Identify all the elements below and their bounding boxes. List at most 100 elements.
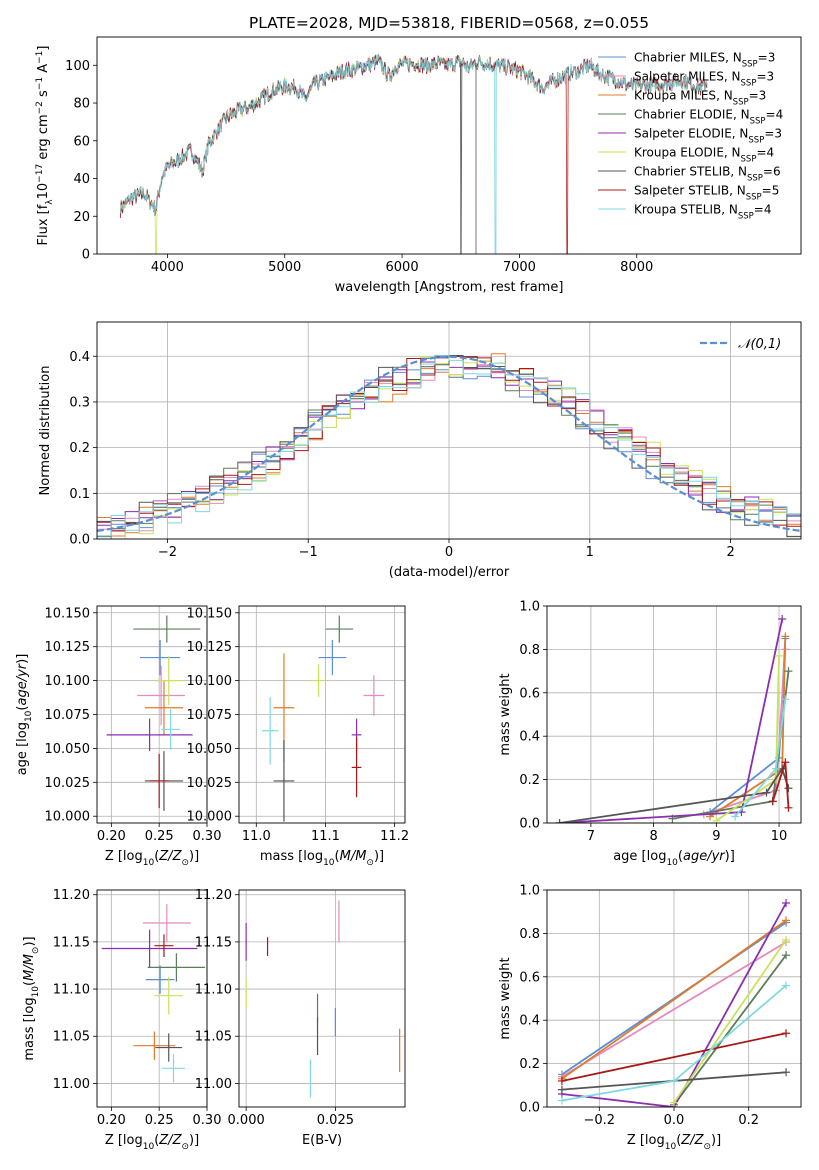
weight-marker — [781, 632, 790, 641]
y-tick-label: 0.4 — [519, 1014, 540, 1029]
y-tick-label: 0.2 — [69, 441, 90, 456]
weight-marker — [771, 764, 780, 773]
legend-sub: SSP — [733, 98, 749, 108]
y-tick-label: 0.3 — [69, 395, 90, 410]
x-tick-label: 8 — [649, 829, 657, 844]
x-tick-label: 10 — [771, 829, 788, 844]
y-tick-label: 40 — [73, 172, 90, 187]
x-tick-label: 0.20 — [97, 829, 126, 844]
y-tick-label: 10.125 — [45, 640, 91, 655]
legend-value: 4 — [767, 146, 775, 160]
legend-name: Kroupa MILES — [634, 89, 716, 103]
y-tick-label: 1.0 — [519, 600, 540, 615]
weight-marker — [781, 758, 790, 767]
label-part: ( — [335, 849, 340, 864]
legend-n: , N — [721, 203, 738, 217]
y-tick-label: 10.050 — [187, 742, 233, 757]
x-tick-label: 7 — [587, 829, 595, 844]
weight-marker — [775, 651, 784, 660]
panel-spectrum: 4000 5000 6000 7000 8000 0 20 40 60 80 100 PLATE=20… — [35, 14, 802, 295]
weight-marker — [782, 951, 791, 960]
weight-marker — [778, 615, 787, 624]
histogram-step — [97, 357, 801, 539]
legend-name: Kroupa STELIB — [634, 203, 721, 217]
x-tick-label: 0.20 — [97, 1113, 126, 1128]
legend-name: Salpeter STELIB — [634, 184, 729, 198]
label-part: ⊙ — [703, 1142, 711, 1152]
weight-marker — [782, 916, 791, 925]
legend-value: 6 — [773, 165, 781, 179]
label-part: ( — [154, 849, 159, 864]
legend-n: , N — [732, 127, 749, 141]
label-part: ⊙ — [181, 858, 189, 868]
legend-n: , N — [724, 146, 741, 160]
legend-sub: SSP — [738, 212, 754, 222]
x-tick-label: 0.25 — [145, 1113, 174, 1128]
axes-frame — [546, 605, 802, 824]
x-axis-label: Z [log10(Z/Z⊙)] — [105, 849, 199, 868]
y-tick-label: 10.125 — [187, 640, 233, 655]
legend-entry: Kroupa STELIB, NSSP=4 — [634, 203, 772, 222]
legend-value: 3 — [768, 51, 776, 65]
label-part: 10 — [36, 183, 51, 200]
legend-name: Chabrier ELODIE — [634, 108, 733, 122]
weight-marker — [784, 803, 793, 812]
x-tick-label: 9 — [712, 829, 720, 844]
y-tick-label: 10.000 — [45, 810, 91, 825]
legend-eq: = — [749, 89, 759, 103]
axes-frame — [238, 605, 406, 824]
legend-entry: Kroupa ELODIE, NSSP=4 — [634, 146, 774, 165]
label-part: −1 — [35, 77, 45, 90]
legend-sub: SSP — [742, 60, 758, 70]
label-part: )] — [15, 654, 30, 664]
legend-n: , N — [730, 165, 747, 179]
label-part: )] — [189, 849, 199, 864]
label-part: ( — [15, 706, 30, 711]
panel-weight-vs-Z: −0.2 0.0 0.2 0.0 0.2 0.4 0.6 0.8 1.0 Z [log10(Z/Z… — [498, 884, 802, 1152]
legend-name: Salpeter MILES — [634, 70, 724, 84]
y-tick-label: 11.10 — [195, 983, 232, 998]
label-part: ( — [676, 1133, 681, 1148]
label-part: ( — [22, 981, 37, 986]
panel-mass-vs-EBV: 0.000 0.025 11.00 11.05 11.10 11.15 11.20 E(B-V… — [195, 888, 406, 1148]
weight-marker — [782, 899, 791, 908]
weight-marker — [555, 819, 564, 823]
weight-marker — [557, 1085, 566, 1094]
x-tick-label: 7000 — [503, 260, 536, 275]
label-part: )] — [189, 1133, 199, 1148]
legend-n: , N — [716, 89, 733, 103]
x-axis-label: age [log10(age/yr)] — [613, 849, 735, 868]
weight-marker — [670, 1076, 678, 1085]
legend-name: Chabrier MILES — [634, 51, 725, 65]
label-part: )] — [725, 849, 735, 864]
y-tick-label: 20 — [73, 210, 90, 225]
label-part: Z/Z — [158, 849, 182, 864]
legend-n: , N — [725, 51, 742, 65]
y-tick-label: 0.6 — [519, 686, 540, 701]
y-axis-label: mass weight — [498, 673, 513, 755]
x-tick-label: 2 — [726, 545, 734, 560]
weight-line — [559, 766, 790, 823]
legend-value: 3 — [774, 127, 782, 141]
y-tick-label: 0.6 — [519, 970, 540, 985]
legend-entry: Chabrier ELODIE, NSSP=4 — [634, 108, 783, 127]
label-part: ( — [678, 849, 683, 864]
legend-value: 3 — [767, 70, 775, 84]
y-tick-label: 0.4 — [69, 350, 90, 365]
legend-entry: Chabrier STELIB, NSSP=6 — [634, 165, 781, 184]
legend-eq: = — [763, 165, 773, 179]
legend-name: Salpeter ELODIE — [634, 127, 732, 141]
normal-curve — [97, 355, 801, 533]
plot-area-mass-vs-EBV — [245, 900, 401, 1098]
label-part: age/yr — [15, 662, 30, 705]
y-tick-label: 0.0 — [519, 1101, 540, 1116]
y-tick-label: 0.2 — [519, 1057, 540, 1072]
label-part: ⊙ — [366, 858, 374, 868]
legend-sub: SSP — [741, 155, 757, 165]
axes-frame — [546, 889, 802, 1108]
plot-area-spectrum — [120, 54, 708, 254]
label-part: ⊙ — [181, 1142, 189, 1152]
label-part: age [log — [15, 722, 30, 775]
